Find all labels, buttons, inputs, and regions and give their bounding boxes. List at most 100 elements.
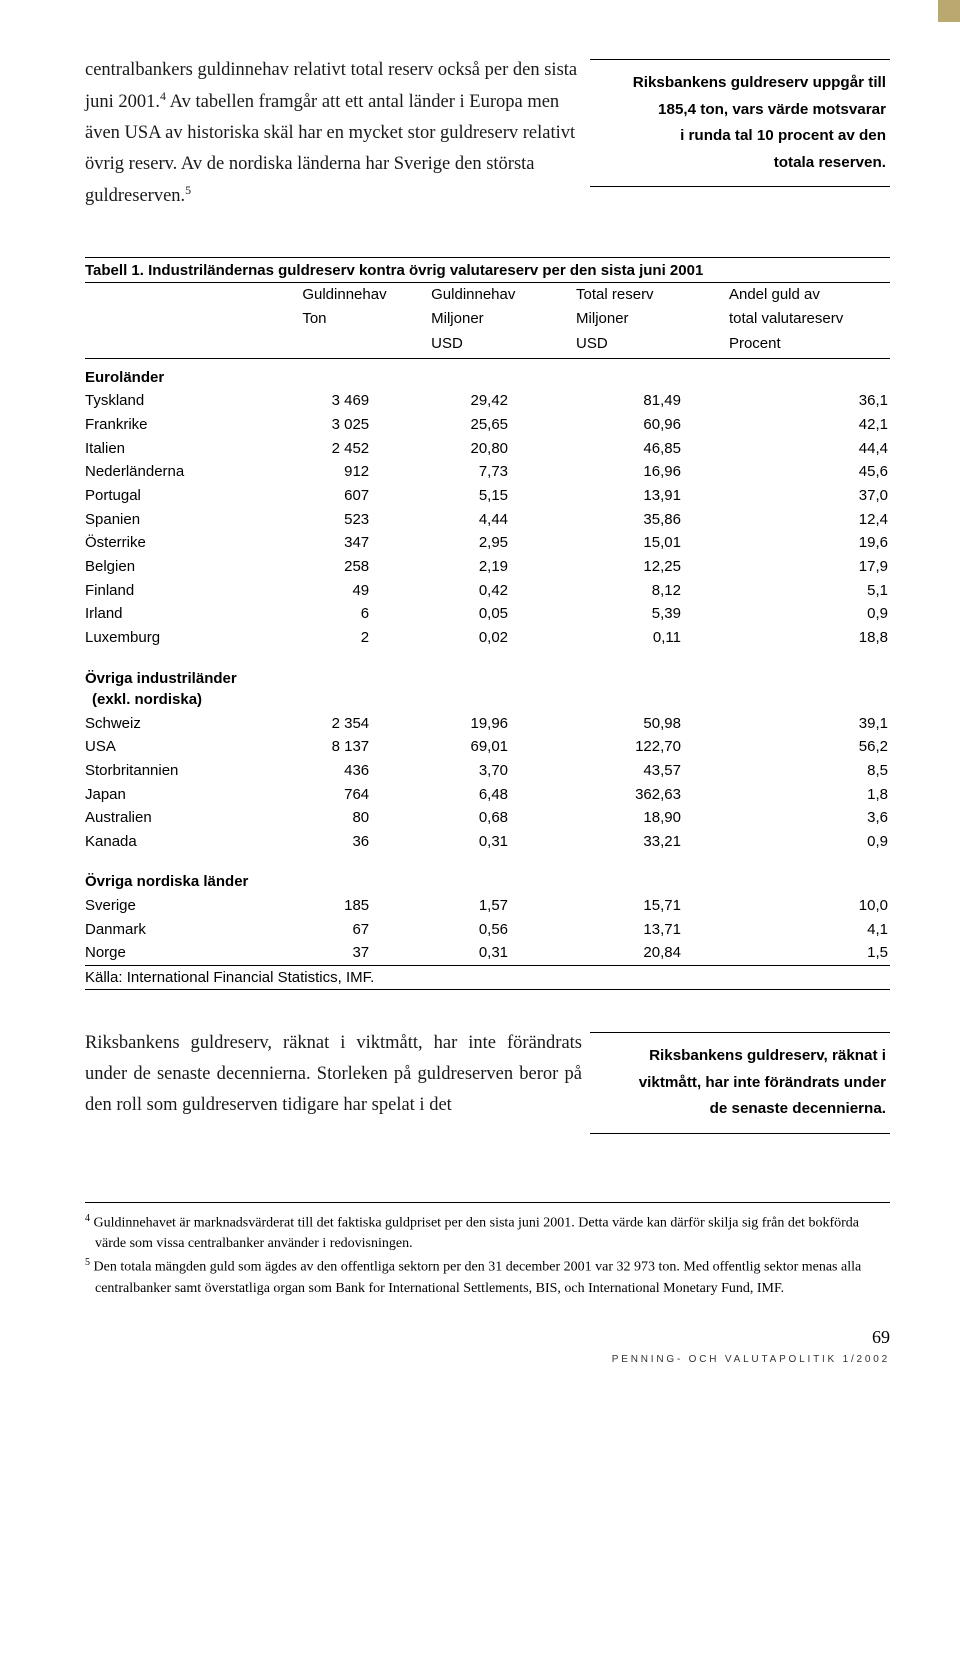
row-label: Portugal xyxy=(85,484,302,508)
sidebar1-line4: totala reserven. xyxy=(594,150,886,177)
section-header: Euroländer xyxy=(85,358,890,389)
paragraph-1: centralbankers guldinnehav relativt tota… xyxy=(85,55,582,213)
row-v3: 15,01 xyxy=(576,531,729,555)
row-label: Nederländerna xyxy=(85,460,302,484)
sidebar1-line2: 185,4 ton, vars värde motsvarar xyxy=(594,97,886,124)
lower-text-block: Riksbankens guldreserv, räknat i viktmåt… xyxy=(85,1028,890,1134)
row-v1: 67 xyxy=(302,918,431,942)
row-v3: 46,85 xyxy=(576,437,729,461)
sidebar2-line2: viktmått, har inte förändrats under xyxy=(594,1070,886,1097)
row-v2: 69,01 xyxy=(431,735,576,759)
table-title: Tabell 1. Industriländernas guldreserv k… xyxy=(85,257,890,282)
row-label: Tyskland xyxy=(85,389,302,413)
row-v3: 12,25 xyxy=(576,555,729,579)
fn4-text: Guldinnehavet är marknadsvärderat till d… xyxy=(90,1215,859,1251)
row-v4: 8,5 xyxy=(729,759,890,783)
row-label: Australien xyxy=(85,806,302,830)
row-label: Finland xyxy=(85,579,302,603)
table-body: EuroländerTyskland3 46929,4281,4936,1Fra… xyxy=(85,358,890,965)
row-label: Spanien xyxy=(85,508,302,532)
table-row: Kanada360,3133,210,9 xyxy=(85,830,890,854)
row-v4: 1,8 xyxy=(729,782,890,806)
row-v3: 16,96 xyxy=(576,460,729,484)
table-row: Irland60,055,390,9 xyxy=(85,602,890,626)
row-v1: 2 xyxy=(302,626,431,650)
row-label: Frankrike xyxy=(85,413,302,437)
row-v3: 362,63 xyxy=(576,782,729,806)
footnote-4: 4 Guldinnehavet är marknadsvärderat till… xyxy=(85,1211,890,1255)
row-v4: 18,8 xyxy=(729,626,890,650)
table-source: Källa: International Financial Statistic… xyxy=(85,965,890,990)
table-row: Danmark670,5613,714,1 xyxy=(85,918,890,942)
row-v1: 523 xyxy=(302,508,431,532)
row-v4: 0,9 xyxy=(729,602,890,626)
row-v4: 17,9 xyxy=(729,555,890,579)
sidebar2-line1: Riksbankens guldreserv, räknat i xyxy=(594,1043,886,1070)
row-v2: 0,42 xyxy=(431,579,576,603)
row-v3: 13,71 xyxy=(576,918,729,942)
row-label: Belgien xyxy=(85,555,302,579)
row-label: Italien xyxy=(85,437,302,461)
top-text-block: centralbankers guldinnehav relativt tota… xyxy=(85,55,890,213)
row-label: Österrike xyxy=(85,531,302,555)
table-row: USA8 13769,01122,7056,2 xyxy=(85,735,890,759)
row-v1: 912 xyxy=(302,460,431,484)
row-v1: 37 xyxy=(302,941,431,965)
row-v1: 764 xyxy=(302,782,431,806)
th-c2c: USD xyxy=(431,332,576,358)
row-label: Danmark xyxy=(85,918,302,942)
row-v2: 19,96 xyxy=(431,711,576,735)
row-label: Irland xyxy=(85,602,302,626)
row-v2: 0,05 xyxy=(431,602,576,626)
fn5-text: Den totala mängden guld som ägdes av den… xyxy=(90,1260,861,1296)
footnote-5: 5 Den totala mängden guld som ägdes av d… xyxy=(85,1255,890,1299)
row-v1: 6 xyxy=(302,602,431,626)
row-label: USA xyxy=(85,735,302,759)
footnotes: 4 Guldinnehavet är marknadsvärderat till… xyxy=(85,1202,890,1299)
row-v1: 3 469 xyxy=(302,389,431,413)
th-c2b: Miljoner xyxy=(431,307,576,332)
row-v2: 2,95 xyxy=(431,531,576,555)
th-c2a: Guldinnehav xyxy=(431,282,576,307)
row-v1: 607 xyxy=(302,484,431,508)
table-row: Luxemburg20,020,1118,8 xyxy=(85,626,890,650)
row-v1: 36 xyxy=(302,830,431,854)
row-v3: 43,57 xyxy=(576,759,729,783)
page-accent xyxy=(938,0,960,22)
th-c3a: Total reserv xyxy=(576,282,729,307)
row-v3: 50,98 xyxy=(576,711,729,735)
table-row: Italien2 45220,8046,8544,4 xyxy=(85,437,890,461)
row-v1: 3 025 xyxy=(302,413,431,437)
row-v4: 5,1 xyxy=(729,579,890,603)
row-v3: 5,39 xyxy=(576,602,729,626)
row-label: Schweiz xyxy=(85,711,302,735)
row-v3: 15,71 xyxy=(576,894,729,918)
row-label: Japan xyxy=(85,782,302,806)
sidebar1-line1: Riksbankens guldreserv uppgår till xyxy=(594,70,886,97)
row-v3: 13,91 xyxy=(576,484,729,508)
row-v4: 45,6 xyxy=(729,460,890,484)
footer-line: PENNING- OCH VALUTAPOLITIK 1/2002 xyxy=(85,1354,890,1365)
row-v2: 0,68 xyxy=(431,806,576,830)
section-header: Övriga industriländer(exkl. nordiska) xyxy=(85,650,890,712)
row-v1: 258 xyxy=(302,555,431,579)
th-c1b: Ton xyxy=(302,307,431,332)
paragraph-2: Riksbankens guldreserv, räknat i viktmåt… xyxy=(85,1028,582,1134)
row-v2: 25,65 xyxy=(431,413,576,437)
sidebar-callout-1: Riksbankens guldreserv uppgår till 185,4… xyxy=(590,59,890,187)
row-v4: 4,1 xyxy=(729,918,890,942)
row-label: Storbritannien xyxy=(85,759,302,783)
row-v2: 20,80 xyxy=(431,437,576,461)
row-v3: 0,11 xyxy=(576,626,729,650)
row-v2: 0,02 xyxy=(431,626,576,650)
row-v2: 2,19 xyxy=(431,555,576,579)
table-row: Australien800,6818,903,6 xyxy=(85,806,890,830)
row-v2: 3,70 xyxy=(431,759,576,783)
row-v3: 35,86 xyxy=(576,508,729,532)
th-c4a: Andel guld av xyxy=(729,282,890,307)
row-v1: 347 xyxy=(302,531,431,555)
table-row: Frankrike3 02525,6560,9642,1 xyxy=(85,413,890,437)
table-row: Nederländerna9127,7316,9645,6 xyxy=(85,460,890,484)
row-v2: 0,31 xyxy=(431,830,576,854)
row-v2: 5,15 xyxy=(431,484,576,508)
